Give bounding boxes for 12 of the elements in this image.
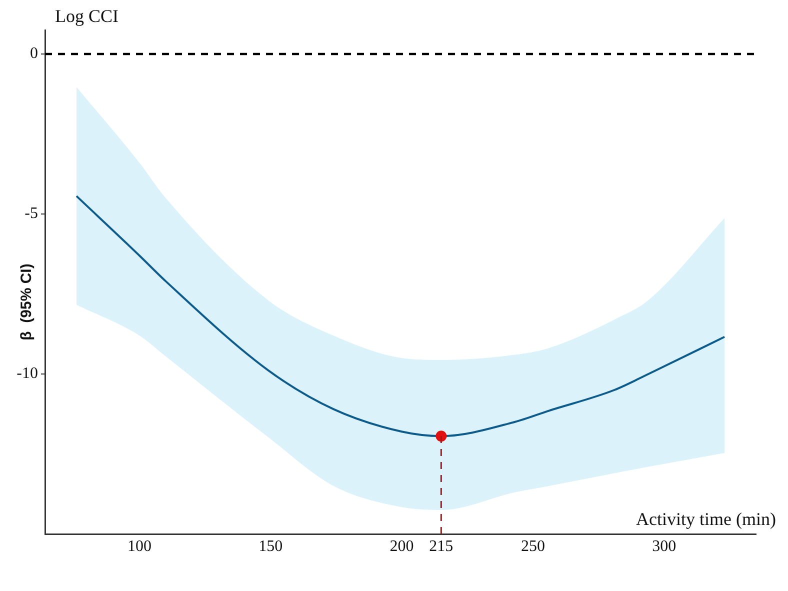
chart-title: Log CCI <box>55 6 119 26</box>
x-tick-label: 200 <box>390 538 414 555</box>
y-tick-label: -10 <box>16 365 38 382</box>
x-tick-label: 100 <box>127 538 152 555</box>
x-tick-label: 150 <box>258 538 283 555</box>
y-axis-title: β (95% CI) <box>18 264 36 340</box>
x-axis-title: Activity time (min) <box>636 509 776 529</box>
y-tick-label: 0 <box>30 45 38 62</box>
x-tick-label: 300 <box>652 538 676 555</box>
y-tick-label: -5 <box>24 205 38 222</box>
x-tick-label: 250 <box>520 538 545 555</box>
x-tick-label: 215 <box>429 538 454 555</box>
